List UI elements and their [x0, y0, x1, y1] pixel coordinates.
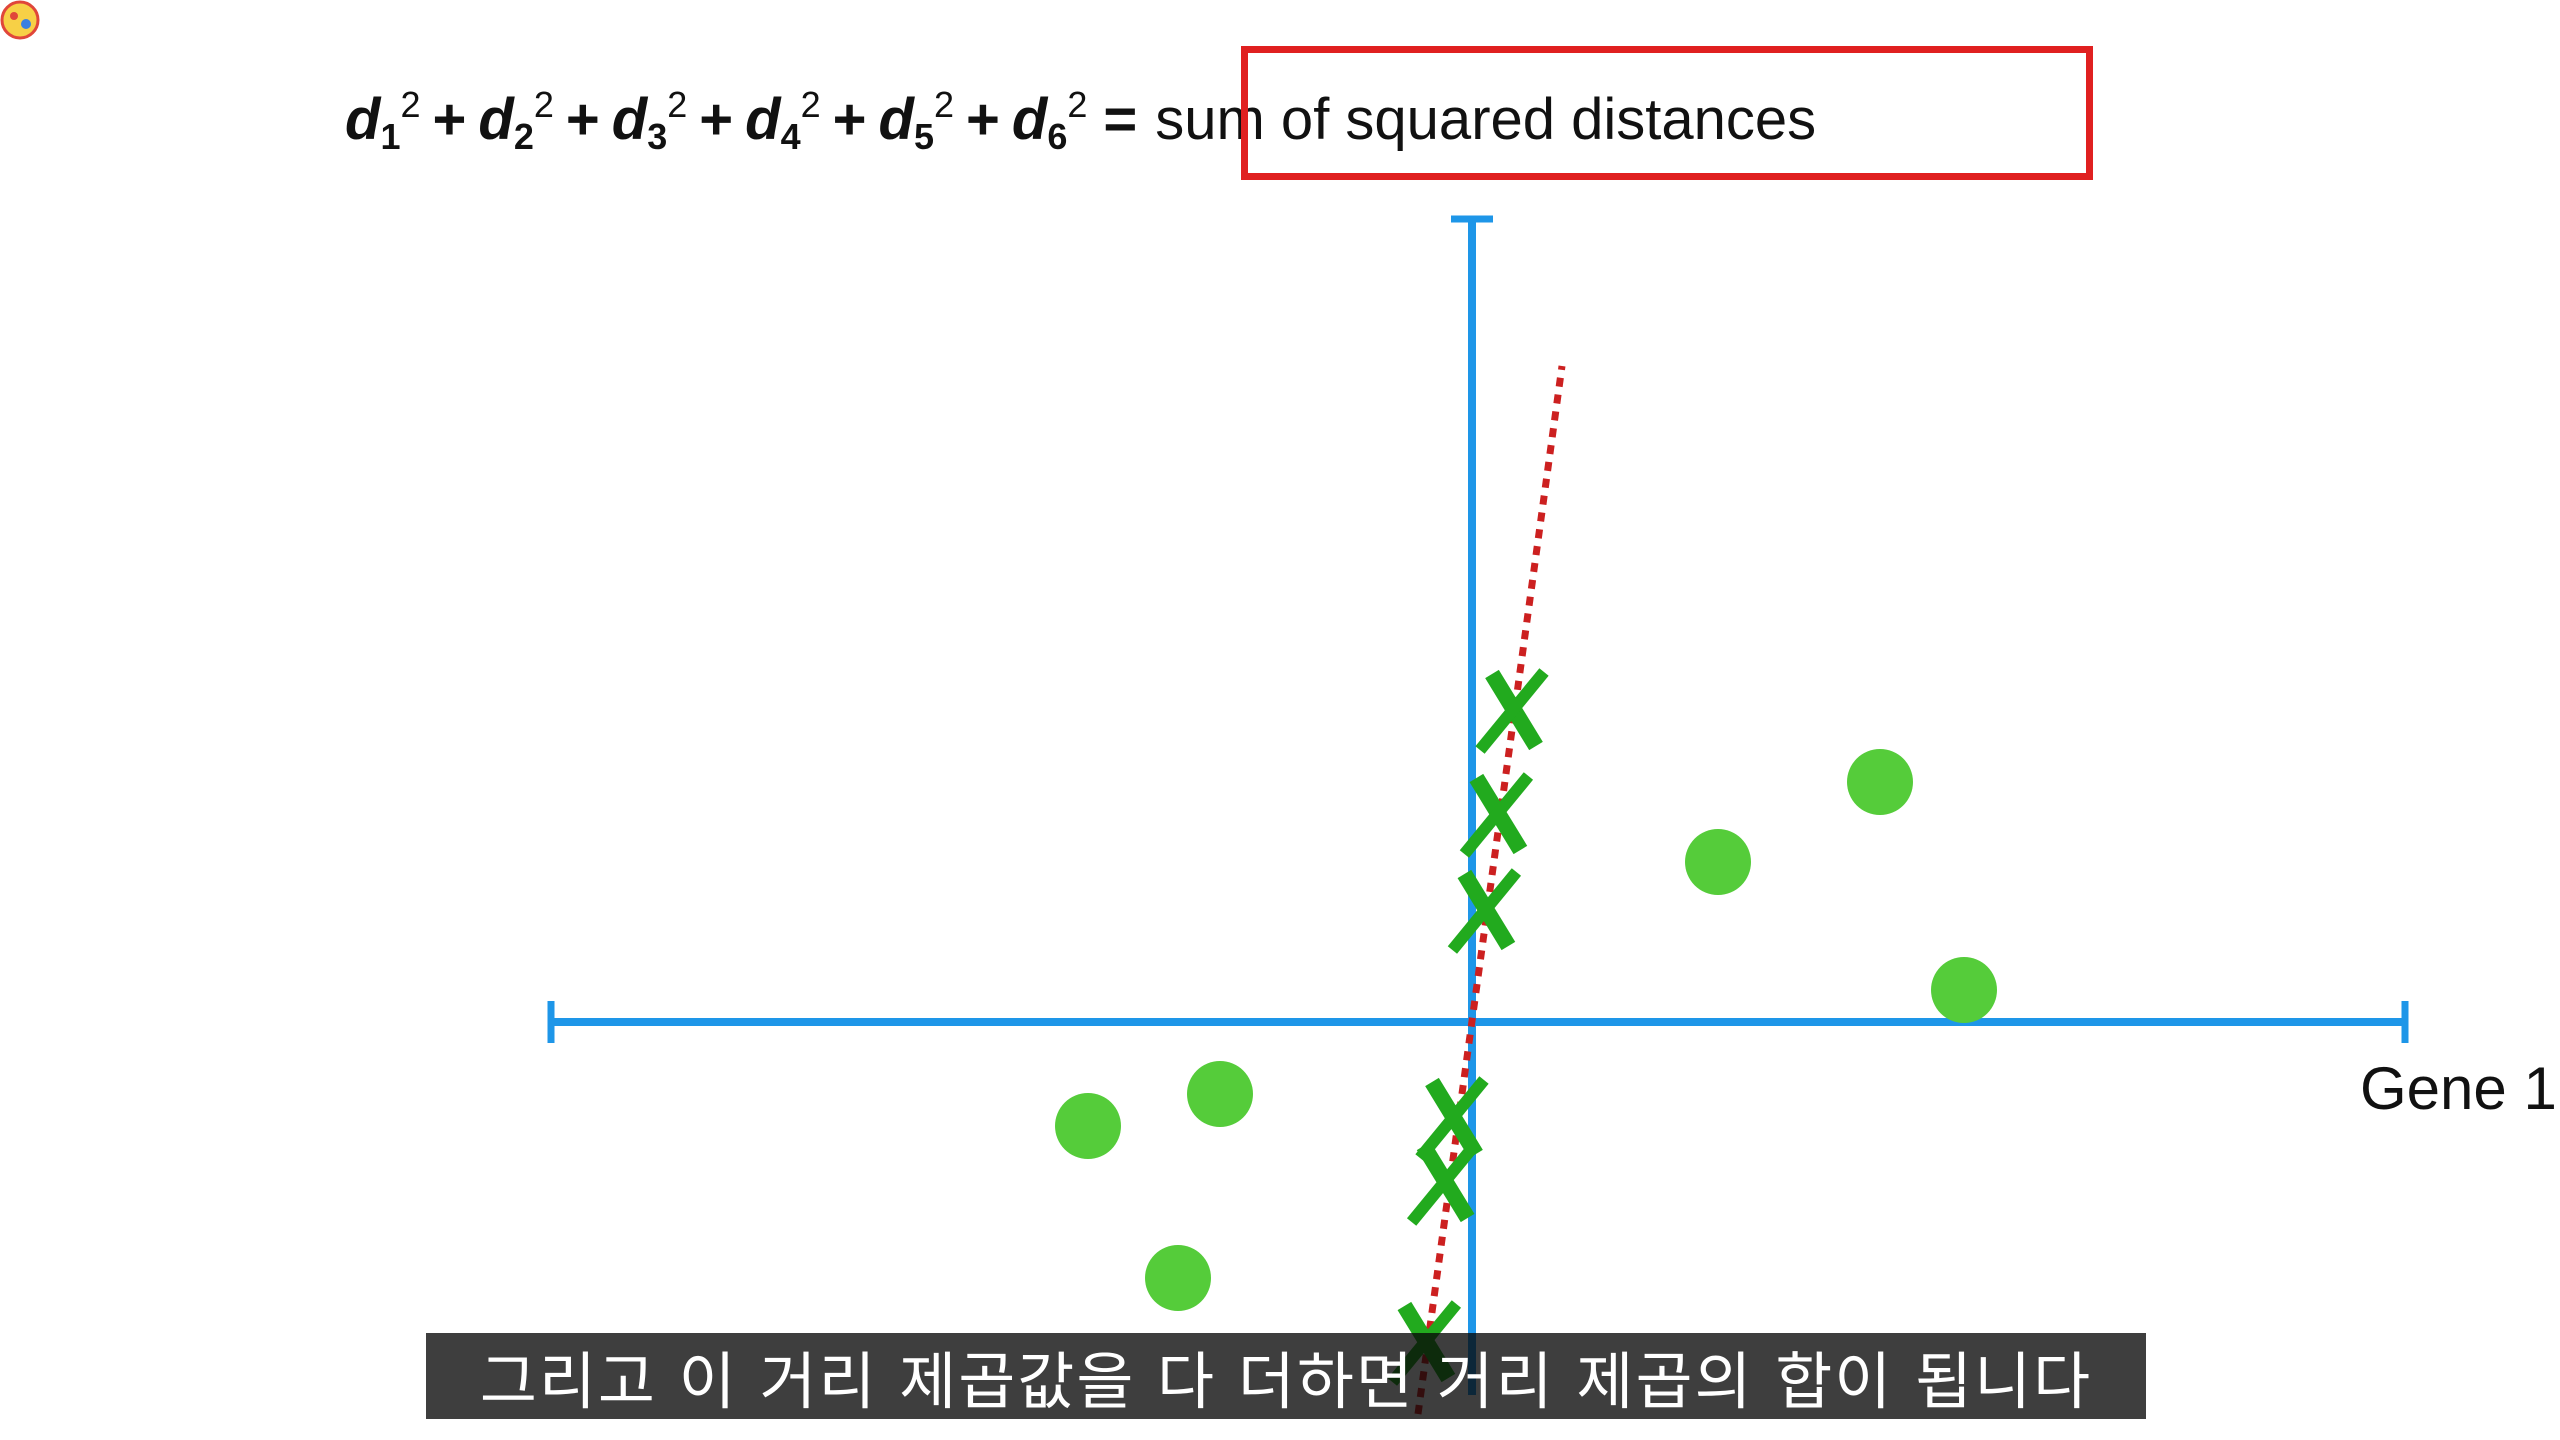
projection-x-stroke — [1475, 668, 1549, 754]
squared-distance-term: d22 — [478, 84, 554, 157]
subtitle-text: 그리고 이 거리 제곱값을 다 더하면 거리 제곱의 합이 됩니다 — [479, 1345, 2093, 1418]
data-point — [1847, 749, 1913, 815]
dotted-fit-line — [1414, 365, 1566, 1415]
plus-operator: + — [966, 87, 1000, 152]
squared-distance-term: d52 — [878, 84, 955, 157]
projection-x-stroke — [1447, 868, 1522, 954]
formula-result-text: sum of squared distances — [1155, 87, 1817, 152]
x-axis-label: Gene 1 — [2360, 1055, 2557, 1122]
squared-distance-term: d12 — [345, 84, 421, 157]
projection-x-stroke — [1406, 1140, 1481, 1226]
squared-distance-term: d42 — [745, 84, 821, 157]
plus-operator: + — [565, 87, 600, 152]
channel-logo-icon[interactable] — [0, 0, 40, 40]
projection-x-marker — [1475, 668, 1549, 754]
squared-distance-term: d62 — [1011, 84, 1088, 157]
data-point — [1931, 957, 1997, 1023]
squared-distance-term: d32 — [611, 84, 688, 157]
fit-line-layer — [1414, 365, 1566, 1415]
axes-layer — [547, 215, 2409, 1395]
plus-operator: + — [699, 87, 734, 152]
points-layer — [1055, 749, 1997, 1311]
projection-x-stroke — [1459, 772, 1534, 858]
data-point — [1145, 1245, 1211, 1311]
projection-x-marker — [1406, 1140, 1481, 1226]
projection-x-marker — [1459, 772, 1534, 858]
result-highlight-box — [1241, 46, 2093, 180]
equals-sign: = — [1103, 87, 1138, 152]
projection-x-marker — [1447, 868, 1522, 954]
plus-operator: + — [832, 87, 867, 152]
data-point — [1685, 829, 1751, 895]
plus-operator: + — [432, 87, 467, 152]
subtitle-bar: 그리고 이 거리 제곱값을 다 더하면 거리 제곱의 합이 됩니다 — [426, 1333, 2146, 1419]
sum-of-squares-formula: d12 + d22 + d32 + d42 + d52 + d62 = sum of squared d… — [345, 80, 1816, 160]
data-point — [1055, 1093, 1121, 1159]
data-point — [1187, 1061, 1253, 1127]
